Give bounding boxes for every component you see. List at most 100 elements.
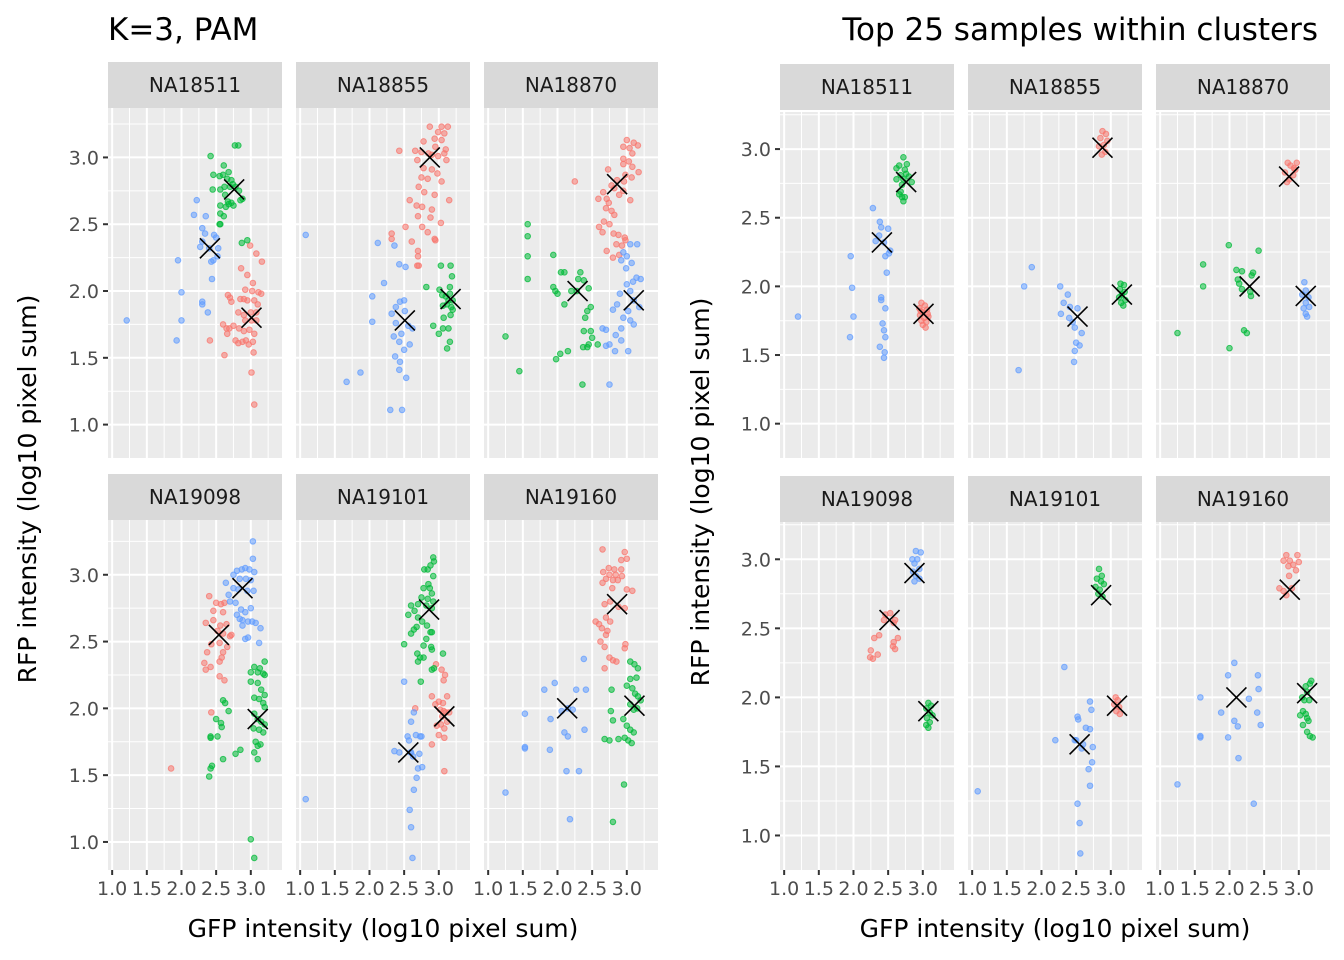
data-point-cluster-2 bbox=[583, 307, 591, 315]
centroid-marker-cluster-2 bbox=[1296, 682, 1318, 704]
data-point-cluster-2 bbox=[448, 273, 456, 280]
data-point-cluster-1 bbox=[620, 155, 627, 163]
centroid-marker-cluster-3 bbox=[394, 309, 416, 331]
facet-strip bbox=[484, 474, 658, 520]
data-point-cluster-3 bbox=[401, 307, 409, 315]
data-point-cluster-2 bbox=[561, 269, 568, 276]
facet-strip-label: NA19098 bbox=[149, 485, 241, 509]
data-point-cluster-3 bbox=[230, 571, 237, 579]
facet-strip bbox=[296, 474, 470, 520]
data-point-cluster-1 bbox=[1285, 562, 1292, 570]
data-point-cluster-3 bbox=[502, 789, 509, 796]
data-point-cluster-3 bbox=[637, 275, 644, 283]
data-point-cluster-1 bbox=[601, 600, 608, 608]
data-point-cluster-1 bbox=[617, 556, 625, 564]
data-point-cluster-3 bbox=[1074, 800, 1081, 808]
data-point-cluster-2 bbox=[443, 345, 451, 352]
data-point-cluster-1 bbox=[216, 658, 223, 665]
data-point-cluster-3 bbox=[1231, 717, 1238, 725]
data-point-cluster-1 bbox=[437, 721, 445, 728]
data-point-cluster-3 bbox=[400, 346, 408, 354]
data-point-cluster-3 bbox=[249, 538, 257, 545]
data-point-cluster-3 bbox=[178, 317, 185, 324]
centroid-marker-cluster-3 bbox=[231, 577, 254, 599]
data-point-cluster-2 bbox=[631, 660, 638, 668]
data-point-cluster-2 bbox=[209, 186, 216, 193]
centroid-marker-cluster-3 bbox=[871, 231, 893, 254]
data-point-cluster-2 bbox=[623, 682, 631, 689]
data-point-cluster-3 bbox=[123, 317, 131, 324]
data-point-cluster-2 bbox=[261, 721, 268, 728]
data-point-cluster-2 bbox=[426, 584, 434, 592]
x-tick-label: 2.0 bbox=[166, 878, 196, 900]
facet-strip-label: NA18511 bbox=[149, 73, 241, 97]
data-point-cluster-3 bbox=[1197, 694, 1204, 701]
facet-panel-NA18870: NA18870 bbox=[1156, 64, 1330, 458]
data-point-cluster-3 bbox=[1076, 819, 1083, 827]
data-point-cluster-2 bbox=[1299, 721, 1307, 729]
data-point-cluster-3 bbox=[622, 265, 630, 272]
data-point-cluster-3 bbox=[225, 591, 232, 599]
data-point-cluster-3 bbox=[880, 327, 888, 334]
data-point-cluster-2 bbox=[609, 818, 617, 826]
data-point-cluster-2 bbox=[524, 252, 531, 260]
data-point-cluster-2 bbox=[893, 175, 900, 183]
centroid-marker-cluster-1 bbox=[1278, 165, 1300, 188]
data-point-cluster-1 bbox=[922, 324, 929, 331]
data-point-cluster-3 bbox=[1028, 263, 1036, 271]
data-point-cluster-3 bbox=[1074, 716, 1082, 723]
data-point-cluster-2 bbox=[1095, 565, 1103, 573]
left-y-axis-title: RFP intensity (log10 pixel sum) bbox=[13, 295, 42, 684]
data-point-cluster-1 bbox=[441, 671, 449, 679]
data-point-cluster-2 bbox=[606, 737, 613, 744]
data-point-cluster-1 bbox=[428, 741, 436, 748]
data-point-cluster-1 bbox=[201, 659, 208, 667]
data-point-cluster-3 bbox=[391, 242, 398, 249]
data-point-cluster-2 bbox=[580, 277, 588, 284]
data-point-cluster-2 bbox=[1302, 683, 1310, 690]
data-point-cluster-1 bbox=[445, 196, 453, 204]
data-point-cluster-2 bbox=[247, 678, 255, 685]
data-point-cluster-3 bbox=[1224, 671, 1232, 679]
data-point-cluster-2 bbox=[424, 595, 432, 603]
data-point-cluster-3 bbox=[241, 635, 249, 643]
data-point-cluster-2 bbox=[250, 663, 258, 671]
data-point-cluster-3 bbox=[616, 290, 624, 297]
data-point-cluster-1 bbox=[205, 592, 213, 600]
data-point-cluster-1 bbox=[434, 128, 442, 136]
data-point-cluster-1 bbox=[207, 663, 214, 671]
data-point-cluster-2 bbox=[898, 181, 906, 189]
panel-background bbox=[1156, 112, 1330, 458]
data-point-cluster-3 bbox=[1302, 287, 1310, 294]
data-point-cluster-3 bbox=[250, 587, 257, 595]
data-point-cluster-2 bbox=[218, 723, 225, 731]
data-point-cluster-3 bbox=[623, 281, 631, 288]
data-point-cluster-2 bbox=[208, 762, 216, 770]
data-point-cluster-3 bbox=[1217, 709, 1225, 716]
data-point-cluster-1 bbox=[618, 242, 626, 249]
data-point-cluster-2 bbox=[577, 269, 584, 276]
data-point-cluster-1 bbox=[216, 672, 223, 680]
data-point-cluster-1 bbox=[246, 242, 254, 249]
x-tick-label: 2.5 bbox=[389, 878, 419, 900]
facet-strip bbox=[968, 64, 1142, 110]
data-point-cluster-3 bbox=[386, 406, 394, 414]
x-tick-label: 1.5 bbox=[320, 878, 350, 900]
data-point-cluster-2 bbox=[439, 325, 447, 332]
data-point-cluster-2 bbox=[407, 602, 415, 609]
data-point-cluster-3 bbox=[882, 333, 889, 341]
data-point-cluster-1 bbox=[602, 631, 610, 639]
data-point-cluster-3 bbox=[390, 333, 398, 340]
y-tick-label: 1.5 bbox=[69, 348, 99, 370]
data-point-cluster-1 bbox=[595, 195, 602, 203]
data-point-cluster-1 bbox=[606, 571, 613, 579]
data-point-cluster-1 bbox=[598, 624, 606, 632]
data-point-cluster-2 bbox=[1238, 267, 1246, 275]
data-point-cluster-1 bbox=[221, 351, 228, 359]
data-point-cluster-1 bbox=[428, 693, 436, 700]
data-point-cluster-2 bbox=[556, 350, 564, 358]
x-tick-label: 2.0 bbox=[838, 878, 868, 900]
data-point-cluster-2 bbox=[446, 283, 454, 291]
centroid-marker-cluster-3 bbox=[623, 289, 645, 311]
data-point-cluster-3 bbox=[881, 348, 888, 356]
